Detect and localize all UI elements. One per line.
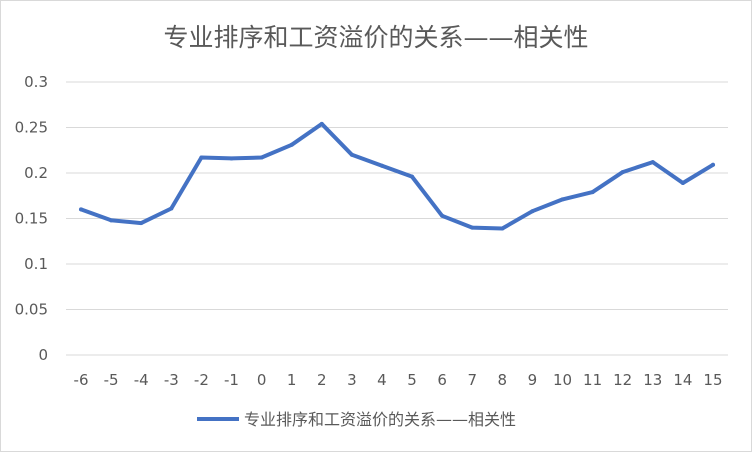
series-group (79, 121, 715, 231)
x-tick-label: 14 (673, 371, 692, 389)
series-line (79, 121, 715, 231)
y-tick-label: 0.25 (15, 119, 48, 137)
x-tick-label: -6 (74, 371, 89, 389)
x-tick-label: -1 (224, 371, 239, 389)
x-tick-label: 9 (528, 371, 538, 389)
x-tick-label: -4 (134, 371, 149, 389)
y-tick-label: 0.05 (15, 301, 48, 319)
data-point (530, 209, 535, 214)
x-tick-label: 13 (643, 371, 662, 389)
y-axis-ticks: 0 0.05 0.1 0.15 0.2 0.25 0.3 (15, 73, 48, 364)
x-tick-label: 8 (498, 371, 508, 389)
x-tick-label: 0 (257, 371, 267, 389)
data-point (440, 213, 445, 218)
chart-title: 专业排序和工资溢价的关系——相关性 (163, 23, 588, 52)
data-point (590, 190, 595, 195)
legend-label: 专业排序和工资溢价的关系——相关性 (244, 410, 516, 429)
data-point (79, 207, 84, 212)
legend: 专业排序和工资溢价的关系——相关性 (197, 410, 516, 429)
data-point (139, 221, 144, 226)
data-point (319, 121, 324, 126)
y-tick-label: 0.15 (15, 210, 48, 228)
y-tick-label: 0.3 (24, 73, 48, 91)
data-point (169, 206, 174, 211)
x-tick-label: 7 (467, 371, 477, 389)
gridlines (66, 81, 728, 356)
x-tick-label: -5 (104, 371, 119, 389)
x-tick-label: 1 (287, 371, 297, 389)
data-point (560, 197, 565, 202)
x-tick-label: 3 (347, 371, 357, 389)
data-point (199, 155, 204, 160)
data-point (680, 181, 685, 186)
data-point (620, 170, 625, 175)
x-tick-label: 10 (553, 371, 572, 389)
x-tick-label: -3 (164, 371, 179, 389)
data-point (379, 163, 384, 168)
data-point (289, 142, 294, 147)
y-tick-label: 0.2 (24, 164, 48, 182)
x-tick-label: 2 (317, 371, 327, 389)
x-tick-label: -2 (194, 371, 209, 389)
x-tick-label: 11 (583, 371, 602, 389)
x-tick-label: 5 (407, 371, 417, 389)
data-point (229, 156, 234, 161)
data-point (650, 160, 655, 165)
x-tick-label: 6 (437, 371, 447, 389)
data-point (109, 218, 114, 223)
data-point (470, 225, 475, 230)
x-axis-ticks: -6 -5 -4 -3 -2 -1 0 1 2 3 4 5 6 7 8 9 10 11 12 13 14 15 (74, 371, 723, 389)
x-tick-label: 12 (613, 371, 632, 389)
data-point (710, 162, 715, 167)
data-point (259, 155, 264, 160)
y-tick-label: 0.1 (24, 255, 48, 273)
x-tick-label: 15 (703, 371, 722, 389)
data-point (500, 226, 505, 231)
data-point (349, 152, 354, 157)
data-point (410, 174, 415, 179)
y-tick-label: 0 (38, 346, 48, 364)
x-tick-label: 4 (377, 371, 387, 389)
